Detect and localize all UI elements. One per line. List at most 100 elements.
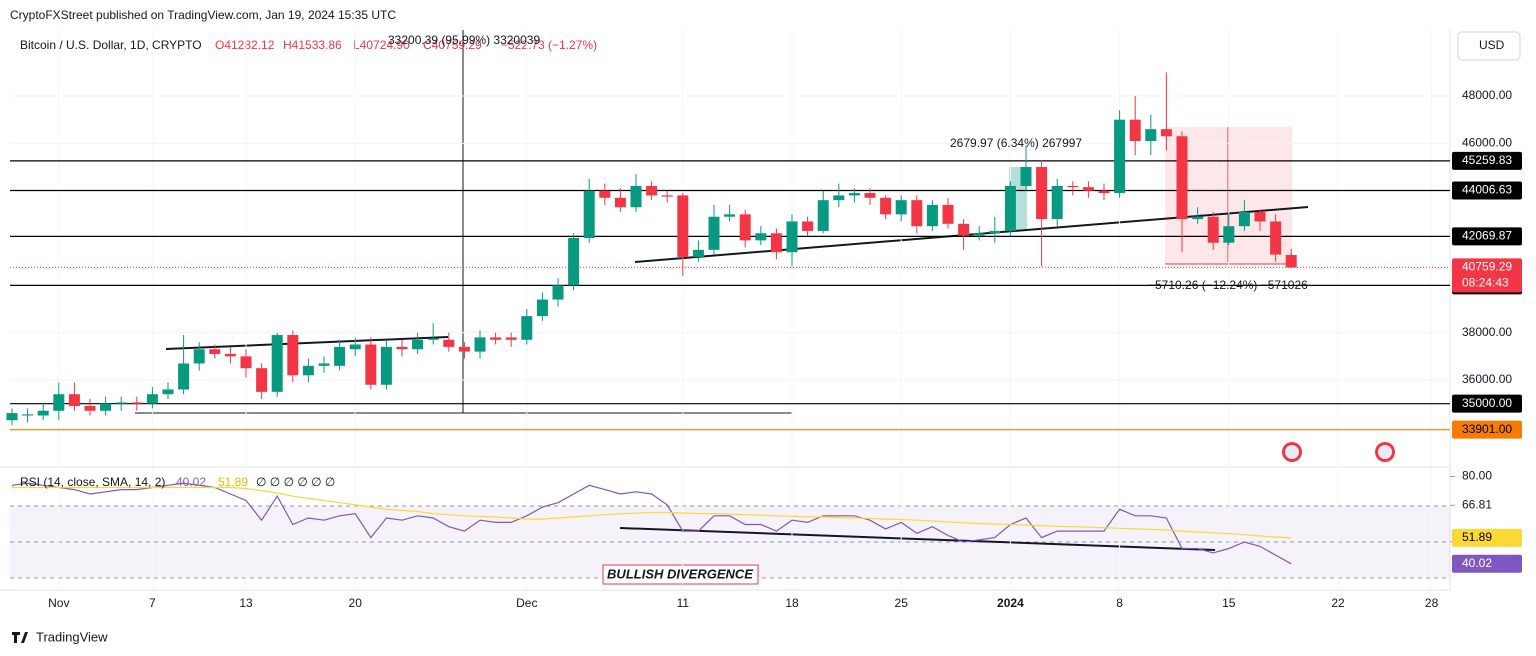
x-tick-label: 11: [677, 596, 690, 610]
candle-body: [115, 402, 127, 404]
candle-body: [53, 394, 65, 411]
rsi-line: [12, 486, 1292, 539]
event-flag[interactable]: [1285, 445, 1299, 459]
level-badge: [1452, 394, 1522, 413]
currency[interactable]: USD: [1479, 38, 1505, 52]
candle-body: [318, 363, 330, 366]
trendline: [165, 336, 449, 350]
symbol-title: Bitcoin / U.S. Dollar, 1D, CRYPTO: [20, 38, 202, 52]
measure-label: 2679.97 (6.34%) 267997: [950, 136, 1082, 150]
ohlc-value: O41282.12: [215, 38, 275, 52]
rsi-line: [11, 482, 1292, 565]
ohlc-value: H41533.86: [283, 38, 342, 52]
candle-body: [755, 233, 767, 241]
x-tick-label: 7: [149, 596, 156, 610]
countdown: 08:24:43: [1462, 276, 1509, 290]
candle-body: [443, 339, 455, 347]
candle-body: [349, 344, 361, 350]
candle-body: [1176, 136, 1188, 220]
candle-body: [614, 197, 626, 208]
candle-body: [380, 346, 392, 385]
level-label: 45259.83: [1462, 153, 1512, 167]
candle-body: [1285, 255, 1297, 268]
x-tick-label: 8: [1116, 596, 1123, 610]
currency-button[interactable]: [1457, 31, 1521, 61]
candle-body: [692, 249, 704, 257]
rsi-badge-label: 40.02: [1462, 556, 1492, 570]
candle-body: [1004, 185, 1016, 231]
candle-body: [6, 413, 18, 421]
x-tick-label: 2024: [997, 596, 1024, 610]
candle-body: [287, 335, 299, 376]
rsi-sma-value: 51.89: [218, 475, 248, 489]
ohlc-value: −522.73 (−1.27%): [501, 38, 597, 52]
candle-body: [942, 204, 954, 224]
candle-body: [1160, 129, 1172, 137]
candle-body: [224, 353, 236, 357]
candle-body: [131, 402, 143, 404]
candle-body: [911, 200, 923, 227]
candle-body: [1270, 221, 1282, 255]
candle-body: [1098, 190, 1110, 194]
level-label: 42069.87: [1462, 229, 1512, 243]
divergence-label: BULLISH DIVERGENCE: [607, 566, 753, 581]
plot: O41282.12 H41533.86 L40724.90 C40759.29 −522…: [6, 30, 1522, 610]
ohlc-value: L40724.90: [353, 38, 410, 52]
candle-body: [661, 195, 673, 197]
candle-body: [240, 356, 252, 369]
candle-body: [178, 363, 190, 390]
candle-body: [895, 200, 907, 215]
candle-body: [1192, 216, 1204, 220]
candle-body: [209, 349, 221, 354]
candle-body: [802, 221, 814, 231]
divergence-line: [619, 527, 1216, 551]
candle-body: [84, 406, 96, 411]
candle-body: [505, 337, 517, 340]
rsi-title: RSI (14, close, SMA, 14, 2): [20, 475, 165, 489]
candle-body: [817, 200, 829, 231]
candle-body: [1051, 185, 1063, 220]
candle-body: [833, 195, 845, 201]
candle-body: [958, 223, 970, 236]
x-tick-label: Dec: [516, 596, 537, 610]
candle-body: [989, 230, 1001, 234]
candle-body: [677, 195, 689, 257]
candle-body: [1082, 187, 1094, 191]
candle-body: [490, 337, 502, 340]
rsi-tick-label: 80.00: [1462, 469, 1492, 483]
candle-body: [568, 238, 580, 286]
candle-body: [1036, 167, 1048, 220]
candle-body: [1020, 167, 1032, 186]
candle-body: [599, 190, 611, 198]
candle-body: [37, 410, 49, 416]
rsi-badge-label: 51.89: [1462, 530, 1492, 544]
level-badge: [1452, 227, 1522, 246]
candle-body: [926, 204, 938, 227]
candle-body: [146, 394, 158, 404]
candle-body: [1114, 119, 1126, 194]
candle-body: [724, 214, 736, 217]
rsi-badge: [1452, 528, 1522, 547]
candle-body: [864, 193, 876, 198]
candle-body: [474, 337, 486, 352]
level-label: 35000.00: [1462, 396, 1512, 410]
candle-body: [334, 346, 346, 366]
publisher: CryptoFXStreet published on TradingView.…: [10, 8, 396, 22]
logo: [12, 632, 28, 643]
candle-body: [302, 365, 314, 376]
last-price-label: 40759.29: [1462, 260, 1512, 274]
candle-body: [630, 185, 642, 208]
trendline: [634, 206, 1309, 263]
y-tick-label: 48000.00: [1462, 88, 1512, 102]
event-flag[interactable]: [1378, 445, 1392, 459]
last-price-badge: [1452, 258, 1522, 293]
candle-body: [1067, 185, 1079, 188]
rsi-extra: ∅ ∅ ∅ ∅ ∅ ∅: [256, 475, 335, 489]
candle-body: [1129, 119, 1141, 141]
rsi-tick-label: 66.81: [1462, 497, 1492, 511]
candle-body: [1238, 211, 1250, 227]
candle-body: [786, 221, 798, 253]
y-tick-label: 38000.00: [1462, 325, 1512, 339]
